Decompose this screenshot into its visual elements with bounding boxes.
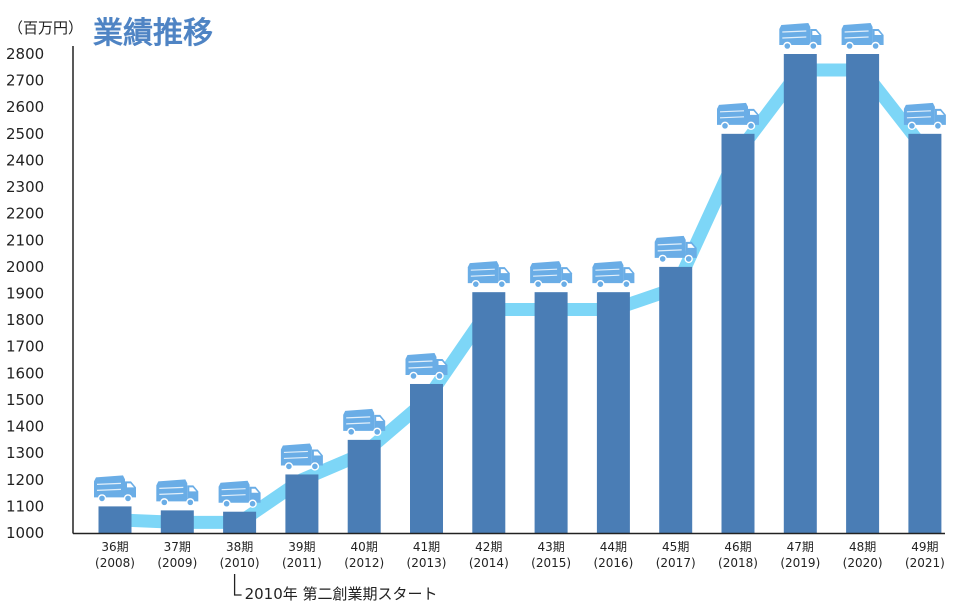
y-tick-label: 1900 <box>6 285 44 303</box>
x-tick-label-year: (2021) <box>905 556 945 570</box>
x-tick-label-period: 40期 <box>351 540 378 554</box>
truck-icon <box>343 408 386 437</box>
x-tick-label-year: (2020) <box>843 556 883 570</box>
truck-icon <box>218 480 261 508</box>
x-tick-label-period: 45期 <box>662 540 689 554</box>
bar <box>721 133 755 534</box>
bar <box>596 292 630 533</box>
truck-icon-layer <box>94 23 946 508</box>
x-tick-label-year: (2018) <box>718 556 758 570</box>
x-tick-label-period: 36期 <box>101 540 128 554</box>
y-tick-label: 1600 <box>6 364 44 382</box>
bar <box>347 439 381 533</box>
x-tick-label-year: (2019) <box>780 556 820 570</box>
truck-icon <box>779 23 822 51</box>
x-tick-label-period: 37期 <box>164 540 191 554</box>
bar <box>160 510 194 533</box>
bar <box>472 292 506 533</box>
axis-layer <box>72 46 945 535</box>
y-tick-label: 2600 <box>6 98 44 116</box>
truck-icon <box>530 261 573 289</box>
bar <box>410 383 443 533</box>
y-tick-label: 1500 <box>6 391 44 409</box>
x-tick-label-period: 43期 <box>537 540 564 554</box>
x-tick-label-period: 49期 <box>911 540 938 554</box>
bar <box>908 133 942 534</box>
y-tick-label: 2200 <box>6 205 44 223</box>
bar-layer <box>98 54 942 534</box>
x-tick-labels: 36期 (2008) 37期 (2009) 38期 (2010) 39期 (2011) 40期 (… <box>95 540 945 570</box>
y-tick-label: 2500 <box>6 125 44 143</box>
y-tick-label: 2400 <box>6 151 44 169</box>
x-tick-label-period: 39期 <box>288 540 315 554</box>
x-tick-label-year: (2011) <box>282 556 322 570</box>
bar <box>98 506 132 533</box>
x-tick-label-period: 44期 <box>600 540 627 554</box>
y-tick-label: 1700 <box>6 338 44 356</box>
x-tick-label-year: (2012) <box>344 556 384 570</box>
x-tick-label-period: 46期 <box>724 540 751 554</box>
y-tick-label: 1100 <box>6 497 44 515</box>
y-tick-labels: 1000 1100 1200 1300 1400 1500 1600 1700 1800 1900… <box>6 45 44 542</box>
truck-icon <box>841 23 884 51</box>
y-tick-label: 2300 <box>6 178 44 196</box>
x-tick-label-period: 38期 <box>226 540 253 554</box>
truck-icon <box>717 102 759 131</box>
x-tick-label-year: (2017) <box>656 556 696 570</box>
y-tick-label: 1800 <box>6 311 44 329</box>
x-tick-label-year: (2008) <box>95 556 135 570</box>
truck-icon <box>94 475 136 503</box>
truck-icon <box>903 102 946 131</box>
bar <box>846 54 880 533</box>
x-tick-label-period: 48期 <box>849 540 876 554</box>
annotation-layer: 2010年 第二創業期スタート <box>233 574 438 603</box>
truck-icon <box>405 352 448 381</box>
bar <box>285 474 319 533</box>
x-tick-label-year: (2015) <box>531 556 571 570</box>
bar <box>659 266 693 533</box>
y-tick-label: 1300 <box>6 444 44 462</box>
x-tick-label-period: 41期 <box>413 540 440 554</box>
truck-icon <box>654 235 697 264</box>
x-tick-label-period: 42期 <box>475 540 502 554</box>
y-tick-label: 1400 <box>6 418 44 436</box>
bar <box>534 292 568 533</box>
y-axis-unit-label: （百万円） <box>8 19 83 37</box>
x-tick-label-year: (2014) <box>469 556 509 570</box>
y-tick-label: 2700 <box>6 72 44 90</box>
truck-icon <box>156 479 199 507</box>
chart-title: 業績推移 <box>93 16 213 51</box>
bar <box>783 54 817 533</box>
truck-icon <box>467 261 510 289</box>
x-tick-label-year: (2013) <box>407 556 447 570</box>
annotation-bracket <box>233 574 242 596</box>
x-tick-label-year: (2009) <box>157 556 197 570</box>
y-tick-label: 1200 <box>6 471 44 489</box>
x-tick-label-year: (2016) <box>593 556 633 570</box>
x-tick-label-year: (2010) <box>220 556 260 570</box>
bar <box>223 511 257 533</box>
y-tick-label: 2100 <box>6 231 44 249</box>
truck-icon <box>592 261 635 289</box>
y-tick-label: 2800 <box>6 45 44 63</box>
y-tick-label: 1000 <box>6 524 44 542</box>
x-tick-label-period: 47期 <box>787 540 814 554</box>
annotation-text: 2010年 第二創業期スタート <box>245 585 438 603</box>
y-tick-label: 2000 <box>6 258 44 276</box>
truck-icon <box>280 443 323 471</box>
